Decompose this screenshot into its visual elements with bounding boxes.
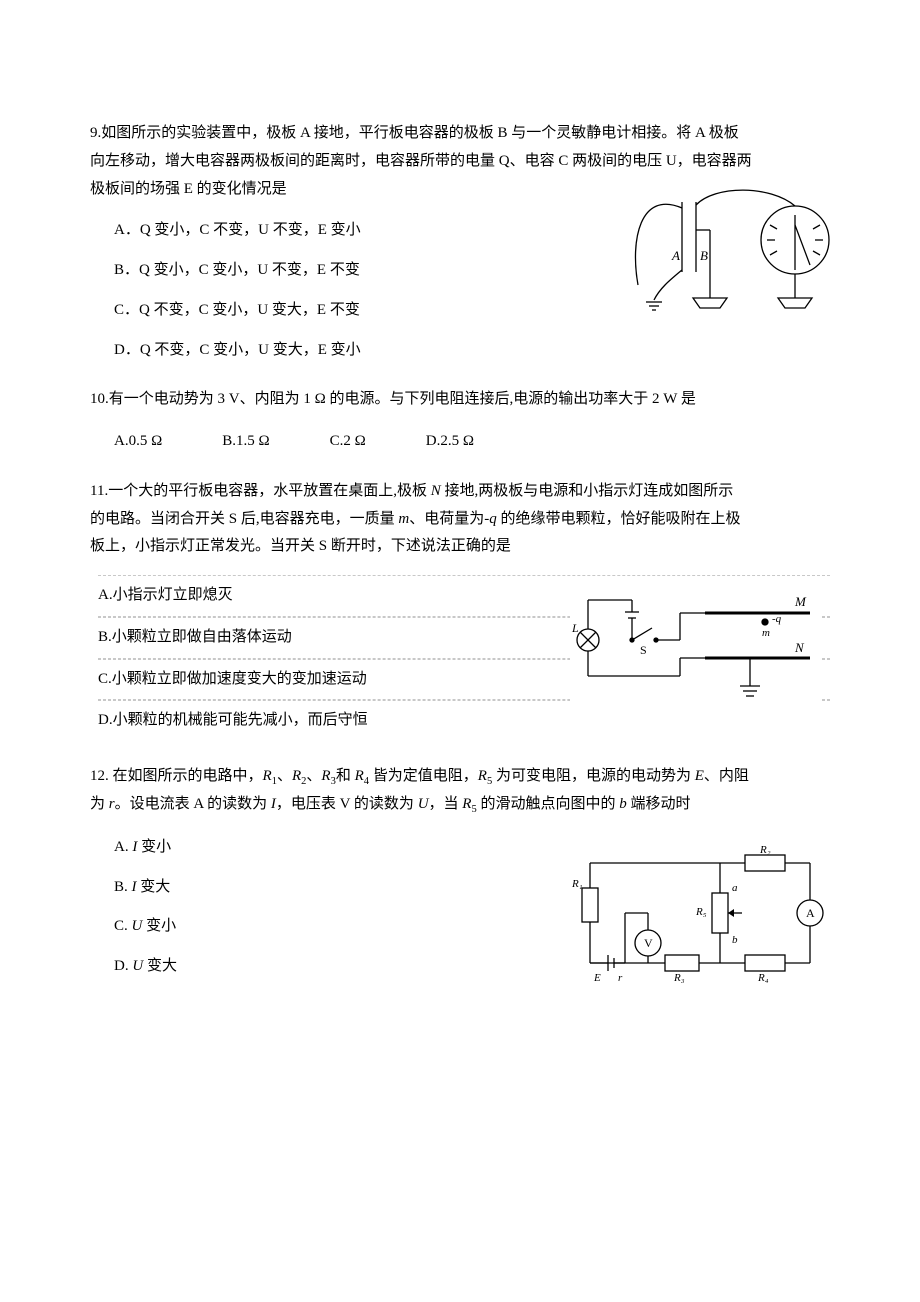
q12-oc-u: U (132, 918, 143, 934)
q10-options: A.0.5 Ω B.1.5 Ω C.2 Ω D.2.5 Ω (114, 428, 830, 456)
q12-r5: R (478, 768, 487, 784)
q12-fig-ammeter: A (806, 906, 815, 920)
q10-stem: 10.有一个电动势为 3 V、内阻为 1 Ω 的电源。与下列电阻连接后,电源的输… (90, 386, 830, 414)
q12-c1: 、 (277, 768, 292, 784)
q12-stem-line2: 为 r。设电流表 A 的读数为 I，电压表 V 的读数为 U，当 R5 的滑动触… (90, 791, 830, 819)
q9-figure: A B (620, 180, 840, 341)
q12-l2a: 为 (90, 796, 109, 812)
q12-s-pre: 12. 在如图所示的电路中， (90, 768, 263, 784)
q11-figure: L S M N -q m (570, 578, 820, 719)
q12-fig-b-term: b (732, 934, 738, 946)
q10-option-a: A.0.5 Ω (114, 428, 162, 456)
q12-l2c: ，电压表 V 的读数为 (276, 796, 418, 812)
question-12: R₁ R₂ R₃ R₄ R₅ a b A V E r 12. 在如图所示的电路中… (90, 763, 830, 981)
q11-stem-line3: 板上，小指示灯正常发光。当开关 S 断开时，下述说法正确的是 (90, 533, 830, 561)
q11-stem: 11.一个大的平行板电容器，水平放置在桌面上,极板 N 接地,两极板与电源和小指… (90, 478, 830, 561)
q11-s1-n: N (431, 483, 441, 499)
q12-e: E (695, 768, 704, 784)
q12-fig-r: r (618, 972, 623, 984)
q12-fig-r3: R₃ (673, 972, 685, 984)
q11-s2-q: q (489, 511, 497, 527)
q12-fig-a-term: a (732, 882, 738, 894)
q11-stem-line1: 11.一个大的平行板电容器，水平放置在桌面上,极板 N 接地,两极板与电源和小指… (90, 478, 830, 506)
q12-od-pre: D. (114, 958, 132, 974)
q9-stem-line1: 9.如图所示的实验装置中，极板 A 接地，平行板电容器的极板 B 与一个灵敏静电… (90, 120, 830, 148)
q9-label-a: A (671, 248, 680, 263)
q12-stem: 12. 在如图所示的电路中，R1、R2、R3和 R4 皆为定值电阻，R5 为可变… (90, 763, 830, 820)
q12-r2: R (292, 768, 301, 784)
q12-fig-r4: R₄ (757, 972, 769, 984)
q12-r4: R (355, 768, 364, 784)
q12-b: b (619, 796, 627, 812)
q11-label-m-plate: M (794, 594, 807, 609)
q12-l2d: ，当 (429, 796, 463, 812)
q11-s2-m: m (398, 511, 409, 527)
q12-od-post: 变大 (143, 958, 177, 974)
q11-s2b: 、电荷量为- (409, 511, 489, 527)
q12-fig-voltmeter: V (644, 936, 653, 950)
q9-stem-line2: 向左移动，增大电容器两极板间的距离时，电容器所带的电量 Q、电容 C 两极间的电… (90, 148, 830, 176)
q12-mid1: 皆为定值电阻， (369, 768, 478, 784)
q12-oc-pre: C. (114, 918, 132, 934)
q12-c3: 和 (336, 768, 355, 784)
q12-u: U (418, 796, 429, 812)
q11-s1b: 接地,两极板与电源和小指示灯连成如图所示 (441, 483, 734, 499)
q11-label-n-plate: N (794, 640, 805, 655)
q11-s2a: 的电路。当闭合开关 S 后,电容器充电，一质量 (90, 511, 398, 527)
q12-fig-r1: R₁ (571, 878, 583, 890)
q12-mid2: 为可变电阻，电源的电动势为 (492, 768, 695, 784)
q11-stem-line2: 的电路。当闭合开关 S 后,电容器充电，一质量 m、电荷量为-q 的绝缘带电颗粒… (90, 506, 830, 534)
q12-oa-pre: A. (114, 839, 132, 855)
question-9: A B 9.如图所示的实验装置中，极板 A 接地，平行板电容器的极板 B 与一个… (90, 120, 830, 364)
question-10: 10.有一个电动势为 3 V、内阻为 1 Ω 的电源。与下列电阻连接后,电源的输… (90, 386, 830, 456)
q12-ob-post: 变大 (137, 879, 171, 895)
q12-l2f: 端移动时 (627, 796, 691, 812)
q12-oa-post: 变小 (137, 839, 171, 855)
q11-label-s: S (640, 643, 647, 657)
q12-stem-line1: 12. 在如图所示的电路中，R1、R2、R3和 R4 皆为定值电阻，R5 为可变… (90, 763, 830, 791)
q10-option-c: C.2 Ω (330, 428, 366, 456)
q12-c4: 、内阻 (704, 768, 749, 784)
q10-option-b: B.1.5 Ω (222, 428, 269, 456)
q11-label-q: -q (772, 613, 782, 625)
q11-s1a: 11.一个大的平行板电容器，水平放置在桌面上,极板 (90, 483, 431, 499)
q12-r3: R (321, 768, 330, 784)
q11-s2c: 的绝缘带电颗粒，恰好能吸附在上极 (497, 511, 741, 527)
q12-fig-r5: R₅ (695, 906, 707, 918)
q12-l2e: 的滑动触点向图中的 (477, 796, 620, 812)
q12-c2: 、 (306, 768, 321, 784)
q11-label-m-mass: m (762, 627, 770, 639)
q12-od-u: U (132, 958, 143, 974)
q12-figure: R₁ R₂ R₃ R₄ R₅ a b A V E r (570, 843, 830, 1004)
q12-l2b: 。设电流表 A 的读数为 (115, 796, 271, 812)
q12-ob-pre: B. (114, 879, 132, 895)
q12-r1: R (263, 768, 272, 784)
q11-label-l: L (571, 621, 579, 635)
question-11: L S M N -q m 11.一个大的平行板电容器，水平放置在桌面上,极板 N… (90, 478, 830, 741)
q12-fig-r2: R₂ (759, 844, 771, 856)
q10-option-d: D.2.5 Ω (426, 428, 474, 456)
q12-fig-e: E (593, 972, 601, 984)
q12-oc-post: 变小 (142, 918, 176, 934)
q9-label-b: B (700, 248, 708, 263)
